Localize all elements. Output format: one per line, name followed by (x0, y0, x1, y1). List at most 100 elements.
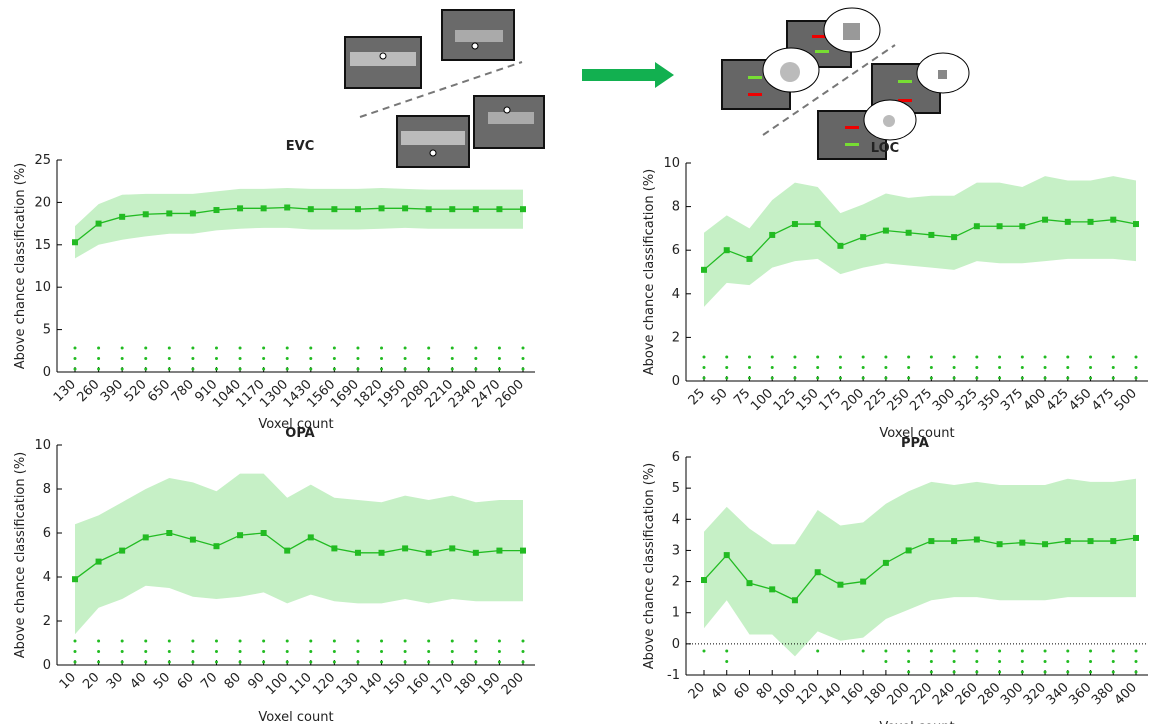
y-axis-label: Above chance classification (%) (642, 169, 657, 376)
point-marker (1133, 535, 1139, 541)
point-marker (1042, 541, 1048, 547)
significance-dot (451, 640, 454, 643)
x-tick-label: 500 (1112, 386, 1140, 414)
significance-dot (975, 650, 978, 653)
y-tick-label: 2 (672, 330, 680, 345)
point-marker (426, 550, 432, 556)
x-tick-label: 425 (1044, 386, 1072, 414)
significance-dot (286, 650, 289, 653)
significance-dot (309, 650, 312, 653)
significance-dot (975, 356, 978, 359)
point-marker (261, 530, 267, 536)
significance-dot (191, 357, 194, 360)
point-marker (166, 210, 172, 216)
point-marker (473, 206, 479, 212)
point-marker (769, 232, 775, 238)
significance-dot (286, 368, 289, 371)
x-tick-label: 275 (907, 386, 935, 414)
significance-dot (793, 377, 796, 380)
point-marker (997, 223, 1003, 229)
significance-dot (953, 660, 956, 663)
significance-dot (975, 377, 978, 380)
significance-dot (793, 356, 796, 359)
significance-dot (907, 650, 910, 653)
significance-dot (239, 661, 242, 664)
significance-dot (1112, 671, 1115, 674)
significance-dot (1021, 356, 1024, 359)
x-tick-label: 450 (1066, 386, 1094, 414)
significance-dot (191, 640, 194, 643)
significance-dot (703, 377, 706, 380)
significance-dot (793, 366, 796, 369)
significance-dot (380, 368, 383, 371)
x-tick-label: 125 (771, 386, 799, 414)
significance-dot (953, 650, 956, 653)
x-tick-label: 180 (452, 670, 480, 698)
point-marker (997, 541, 1003, 547)
point-marker (402, 205, 408, 211)
significance-dot (333, 347, 336, 350)
x-tick-label: 380 (1089, 680, 1117, 708)
significance-dot (356, 347, 359, 350)
confidence-band (704, 176, 1136, 307)
point-marker (837, 582, 843, 588)
significance-dot (725, 650, 728, 653)
significance-dot (474, 640, 477, 643)
significance-dot (816, 377, 819, 380)
y-tick-label: 20 (34, 195, 51, 210)
significance-dot (998, 377, 1001, 380)
significance-dot (1089, 650, 1092, 653)
y-tick-label: 10 (34, 280, 51, 295)
point-marker (331, 545, 337, 551)
point-marker (1110, 538, 1116, 544)
y-tick-label: 25 (34, 153, 51, 168)
x-tick-label: 140 (357, 670, 385, 698)
significance-dot (1021, 650, 1024, 653)
significance-dot (356, 357, 359, 360)
significance-dot (74, 368, 77, 371)
point-marker (860, 579, 866, 585)
significance-dot (839, 366, 842, 369)
significance-dot (1021, 377, 1024, 380)
point-marker (746, 580, 752, 586)
significance-dot (1112, 377, 1115, 380)
significance-dot (1089, 377, 1092, 380)
significance-dot (97, 347, 100, 350)
x-tick-label: 260 (953, 680, 981, 708)
point-marker (355, 550, 361, 556)
point-marker (1019, 223, 1025, 229)
point-marker (72, 239, 78, 245)
panel: 0510152025130260390520650780910104011701… (13, 139, 535, 432)
point-marker (928, 232, 934, 238)
significance-dot (74, 347, 77, 350)
x-tick-label: 160 (839, 680, 867, 708)
point-marker (308, 206, 314, 212)
significance-dot (97, 640, 100, 643)
significance-dot (1021, 671, 1024, 674)
significance-dot (522, 661, 525, 664)
significance-dot (862, 377, 865, 380)
significance-dot (356, 661, 359, 664)
significance-dot (144, 347, 147, 350)
significance-dot (168, 368, 171, 371)
significance-dot (498, 650, 501, 653)
significance-dot (380, 347, 383, 350)
point-marker (883, 228, 889, 234)
significance-dot (168, 357, 171, 360)
significance-dot (1089, 660, 1092, 663)
y-tick-label: -1 (667, 668, 680, 683)
x-tick-label: 160 (405, 670, 433, 698)
point-marker (143, 211, 149, 217)
x-tick-label: 390 (98, 377, 126, 405)
significance-dot (522, 368, 525, 371)
significance-dot (498, 347, 501, 350)
y-tick-label: 3 (672, 543, 680, 558)
significance-dot (1135, 660, 1138, 663)
point-marker (1065, 219, 1071, 225)
significance-dot (121, 368, 124, 371)
significance-dot (998, 650, 1001, 653)
significance-dot (1112, 356, 1115, 359)
significance-dot (953, 366, 956, 369)
significance-dot (239, 650, 242, 653)
significance-dot (703, 650, 706, 653)
